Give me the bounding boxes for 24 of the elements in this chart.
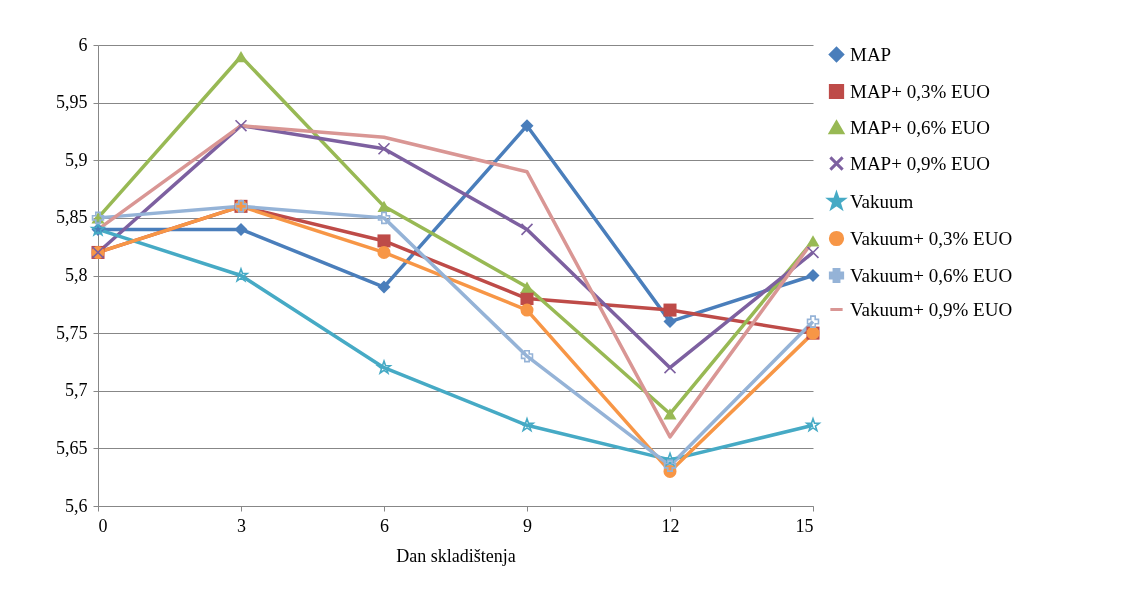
legend-label: Vakuum xyxy=(850,190,914,212)
y-tick-label: 5,75 xyxy=(56,322,88,343)
legend-label: MAP+ 0,6% EUO xyxy=(850,116,991,138)
y-tick-label: 5,8 xyxy=(65,265,88,285)
x-tick-label: 0 xyxy=(98,515,108,536)
x-tick-label: 9 xyxy=(523,515,532,536)
x-axis-title: Dan skladištenja xyxy=(396,545,516,566)
legend-label: Vakuum+ 0,3% EUO xyxy=(850,227,1013,249)
y-tick-label: 5,85 xyxy=(56,207,88,228)
legend-label: MAP+ 0,9% EUO xyxy=(850,152,991,174)
y-tick-label: 6 xyxy=(78,34,88,55)
x-tick-label: 15 xyxy=(795,515,814,536)
legend-label: Vakuum+ 0,6% EUO xyxy=(850,264,1013,286)
y-tick-label: 5,7 xyxy=(65,380,88,401)
legend-label: MAP xyxy=(850,43,892,65)
y-tick-label: 5,9 xyxy=(65,149,88,170)
y-tick-label: 5,6 xyxy=(65,495,88,516)
y-tick-label: 5,65 xyxy=(56,437,88,458)
legend-label: MAP+ 0,3% EUO xyxy=(850,80,991,102)
x-tick-label: 12 xyxy=(661,515,680,536)
y-tick-label: 5,95 xyxy=(56,92,88,113)
x-tick-label: 6 xyxy=(380,515,389,536)
legend-label: Vakuum+ 0,9% EUO xyxy=(850,298,1013,320)
x-tick-label: 3 xyxy=(237,515,246,536)
